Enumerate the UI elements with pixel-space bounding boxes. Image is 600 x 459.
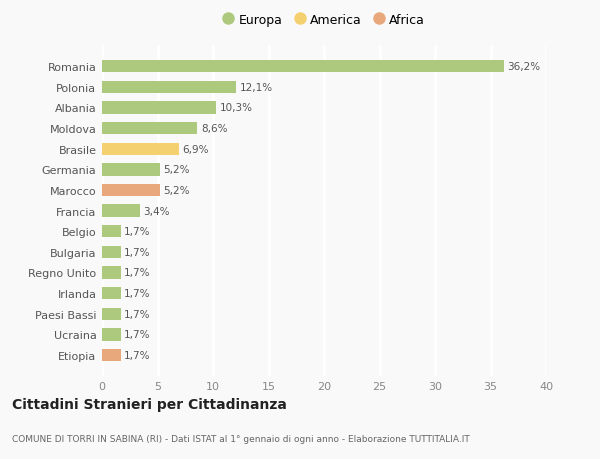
Text: 6,9%: 6,9%	[182, 145, 208, 154]
Legend: Europa, America, Africa: Europa, America, Africa	[218, 9, 430, 32]
Text: 10,3%: 10,3%	[220, 103, 253, 113]
Text: 1,7%: 1,7%	[124, 288, 151, 298]
Bar	[102, 205, 140, 217]
Bar	[102, 225, 121, 238]
Bar	[102, 123, 197, 135]
Text: 3,4%: 3,4%	[143, 206, 170, 216]
Text: 1,7%: 1,7%	[124, 247, 151, 257]
Bar	[102, 329, 121, 341]
Text: 1,7%: 1,7%	[124, 268, 151, 278]
Bar	[102, 308, 121, 320]
Text: 1,7%: 1,7%	[124, 330, 151, 340]
Text: 8,6%: 8,6%	[201, 124, 227, 134]
Text: 36,2%: 36,2%	[507, 62, 540, 72]
Bar	[102, 349, 121, 361]
Bar	[102, 267, 121, 279]
Bar	[102, 164, 160, 176]
Text: 5,2%: 5,2%	[163, 165, 190, 175]
Text: 1,7%: 1,7%	[124, 227, 151, 237]
Text: 1,7%: 1,7%	[124, 350, 151, 360]
Text: 1,7%: 1,7%	[124, 309, 151, 319]
Bar	[102, 246, 121, 258]
Text: COMUNE DI TORRI IN SABINA (RI) - Dati ISTAT al 1° gennaio di ogni anno - Elabora: COMUNE DI TORRI IN SABINA (RI) - Dati IS…	[12, 434, 470, 442]
Text: 12,1%: 12,1%	[239, 83, 273, 93]
Bar	[102, 185, 160, 197]
Bar	[102, 61, 504, 73]
Text: 5,2%: 5,2%	[163, 185, 190, 196]
Bar	[102, 102, 217, 114]
Bar	[102, 143, 179, 156]
Bar	[102, 287, 121, 300]
Bar	[102, 82, 236, 94]
Text: Cittadini Stranieri per Cittadinanza: Cittadini Stranieri per Cittadinanza	[12, 397, 287, 412]
